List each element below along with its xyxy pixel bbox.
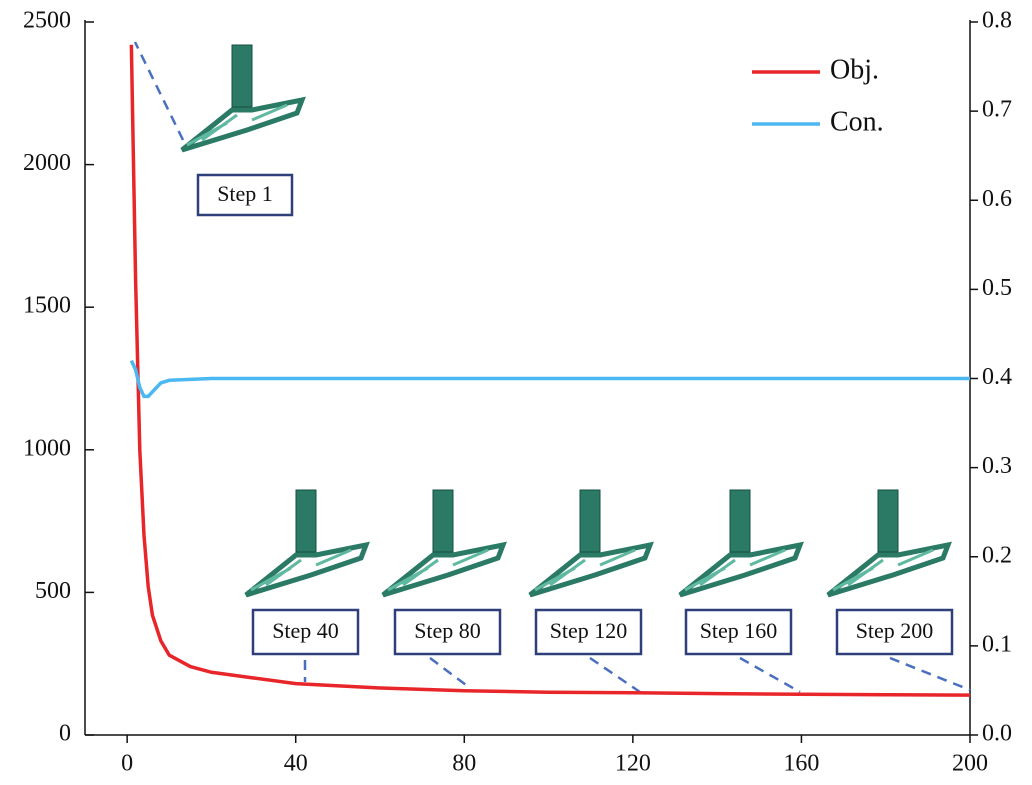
leader-line <box>135 42 183 140</box>
y2-tick-label: 0.7 <box>982 97 1012 123</box>
x-tick-label: 160 <box>783 751 819 777</box>
icon-stem <box>433 490 453 552</box>
structure-icon <box>828 490 948 595</box>
y-tick-label: 1500 <box>23 293 71 319</box>
structure-icon <box>383 490 503 595</box>
leader-line <box>890 658 970 690</box>
x-tick-label: 120 <box>615 751 651 777</box>
icon-stem <box>878 490 898 552</box>
series-line <box>131 45 970 695</box>
x-tick-label: 40 <box>284 751 308 777</box>
annotation: Step 1 <box>217 181 273 206</box>
y-tick-label: 2500 <box>23 8 71 34</box>
chart: 04080120160200050010001500200025000.00.1… <box>0 0 1032 785</box>
icon-stem <box>730 490 750 552</box>
page: 04080120160200050010001500200025000.00.1… <box>0 0 1032 785</box>
series-line <box>131 361 970 397</box>
y-tick-label: 2000 <box>23 150 71 176</box>
x-tick-label: 200 <box>952 751 988 777</box>
y-tick-label: 0 <box>59 721 71 747</box>
x-tick-label: 80 <box>452 751 476 777</box>
y2-tick-label: 0.1 <box>982 631 1012 657</box>
structure-icon <box>680 490 800 595</box>
y2-tick-label: 0.2 <box>982 542 1012 568</box>
y-tick-label: 500 <box>35 578 71 604</box>
annotation: Step 40 <box>272 618 339 643</box>
structure-icon <box>246 490 366 595</box>
legend-label: Obj. <box>830 54 879 85</box>
leader-line <box>430 658 470 688</box>
y2-tick-label: 0.5 <box>982 275 1012 301</box>
y2-tick-label: 0.8 <box>982 8 1012 34</box>
y2-tick-label: 0.0 <box>982 721 1012 747</box>
icon-stem <box>296 490 316 552</box>
structure-icon <box>182 45 302 150</box>
structure-icon <box>530 490 650 595</box>
annotation: Step 120 <box>550 618 628 643</box>
annotation: Step 80 <box>414 618 481 643</box>
leader-line <box>740 658 800 692</box>
y-tick-label: 1000 <box>23 435 71 461</box>
icon-stem <box>232 45 252 107</box>
annotation: Step 200 <box>856 618 934 643</box>
leader-line <box>590 658 640 692</box>
y2-tick-label: 0.3 <box>982 453 1012 479</box>
icon-stem <box>580 490 600 552</box>
x-tick-label: 0 <box>121 751 133 777</box>
legend-label: Con. <box>830 106 884 137</box>
y2-tick-label: 0.4 <box>982 364 1012 390</box>
annotation: Step 160 <box>700 618 778 643</box>
y2-tick-label: 0.6 <box>982 186 1012 212</box>
